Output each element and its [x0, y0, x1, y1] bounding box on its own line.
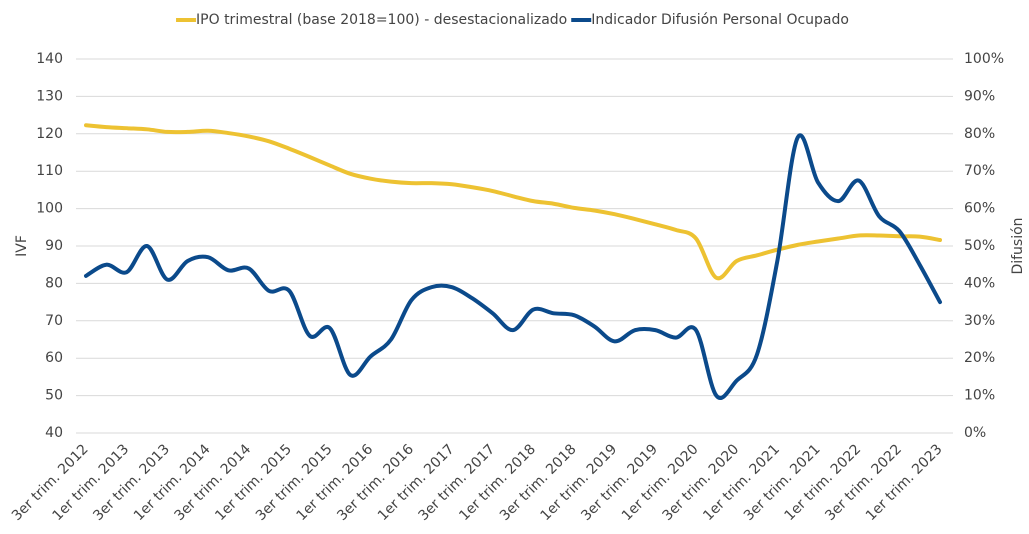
- legend-label: IPO trimestral (base 2018=100) - desesta…: [196, 12, 567, 28]
- y2-axis-title: Difusión: [1010, 217, 1026, 274]
- y2-tick-label: 20%: [964, 350, 995, 366]
- y-tick-label: 90: [45, 238, 63, 254]
- legend: IPO trimestral (base 2018=100) - desesta…: [176, 12, 849, 28]
- y-tick-label: 130: [36, 88, 63, 104]
- y-tick-label: 140: [36, 51, 63, 67]
- y2-tick-label: 70%: [964, 163, 995, 179]
- y-tick-label: 80: [45, 275, 63, 291]
- y2-tick-label: 90%: [964, 88, 995, 104]
- series-line: [84, 133, 942, 400]
- y2-tick-label: 40%: [964, 275, 995, 291]
- y-tick-label: 110: [36, 163, 63, 179]
- series-line: [84, 123, 942, 281]
- legend-label: Indicador Difusión Personal Ocupado: [591, 12, 849, 28]
- y2-tick-label: 60%: [964, 201, 995, 217]
- y2-tick-label: 80%: [964, 126, 995, 142]
- y-tick-label: 70: [45, 313, 63, 329]
- y2-tick-label: 50%: [964, 238, 995, 254]
- y-tick-label: 50: [45, 388, 63, 404]
- x-tick-label: 1er trim. 2023: [863, 441, 946, 524]
- y2-tick-label: 100%: [964, 51, 1004, 67]
- y-tick-label: 100: [36, 201, 63, 217]
- y-axis-title: IVF: [14, 235, 30, 257]
- y2-tick-label: 10%: [964, 388, 995, 404]
- y-tick-label: 120: [36, 126, 63, 142]
- y-tick-label: 60: [45, 350, 63, 366]
- y-tick-label: 40: [45, 425, 63, 441]
- y2-tick-label: 30%: [964, 313, 995, 329]
- y2-tick-label: 0%: [964, 425, 986, 441]
